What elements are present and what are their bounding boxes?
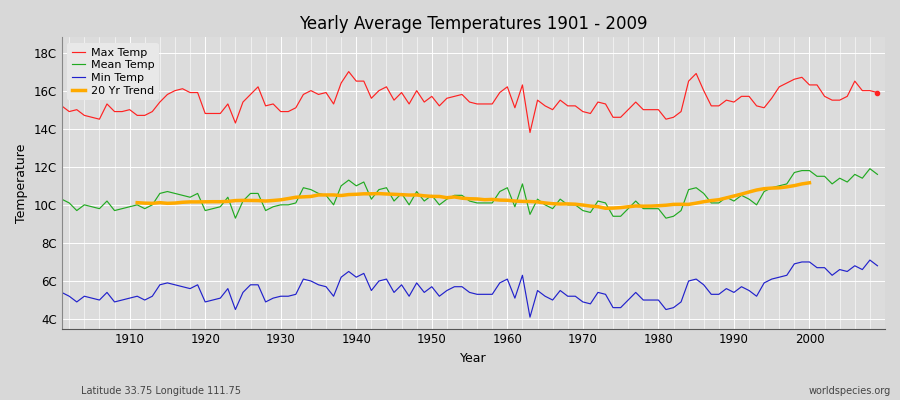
- Text: Latitude 33.75 Longitude 111.75: Latitude 33.75 Longitude 111.75: [81, 386, 241, 396]
- Max Temp: [328, 102, 339, 106]
- Min Temp: [57, 290, 68, 295]
- Min Temp: [328, 294, 339, 299]
- 20 Yr Trend: [336, 193, 346, 198]
- Max Temp: [117, 109, 128, 114]
- Mean Temp: [865, 166, 876, 171]
- Min Temp: [865, 258, 876, 262]
- Min Temp: [502, 277, 513, 282]
- Mean Temp: [230, 216, 241, 220]
- Line: Mean Temp: Mean Temp: [62, 169, 878, 218]
- Max Temp: [283, 109, 293, 114]
- Line: Max Temp: Max Temp: [62, 72, 878, 132]
- Legend: Max Temp, Mean Temp, Min Temp, 20 Yr Trend: Max Temp, Mean Temp, Min Temp, 20 Yr Tre…: [68, 43, 158, 100]
- Min Temp: [872, 263, 883, 268]
- Min Temp: [600, 292, 611, 297]
- Line: 20 Yr Trend: 20 Yr Trend: [137, 183, 809, 208]
- Line: Min Temp: Min Temp: [62, 260, 878, 317]
- Max Temp: [502, 84, 513, 89]
- Max Temp: [57, 104, 68, 108]
- 20 Yr Trend: [804, 180, 814, 185]
- 20 Yr Trend: [222, 199, 233, 204]
- Max Temp: [872, 90, 883, 95]
- Mean Temp: [291, 200, 302, 205]
- Mean Temp: [117, 206, 128, 211]
- 20 Yr Trend: [131, 200, 142, 205]
- 20 Yr Trend: [698, 199, 709, 204]
- Mean Temp: [336, 184, 346, 188]
- Max Temp: [525, 130, 535, 135]
- 20 Yr Trend: [600, 206, 611, 211]
- Max Temp: [343, 69, 354, 74]
- Mean Temp: [57, 197, 68, 202]
- Max Temp: [509, 105, 520, 110]
- 20 Yr Trend: [608, 206, 618, 210]
- Max Temp: [608, 115, 618, 120]
- 20 Yr Trend: [781, 184, 792, 189]
- Text: worldspecies.org: worldspecies.org: [809, 386, 891, 396]
- Title: Yearly Average Temperatures 1901 - 2009: Yearly Average Temperatures 1901 - 2009: [299, 15, 648, 33]
- 20 Yr Trend: [714, 197, 724, 202]
- Min Temp: [494, 280, 505, 285]
- Min Temp: [283, 294, 293, 299]
- Mean Temp: [509, 204, 520, 209]
- Mean Temp: [872, 172, 883, 177]
- X-axis label: Year: Year: [460, 352, 487, 365]
- Min Temp: [117, 298, 128, 302]
- Mean Temp: [600, 200, 611, 205]
- Min Temp: [525, 315, 535, 320]
- Mean Temp: [502, 185, 513, 190]
- Y-axis label: Temperature: Temperature: [15, 143, 28, 223]
